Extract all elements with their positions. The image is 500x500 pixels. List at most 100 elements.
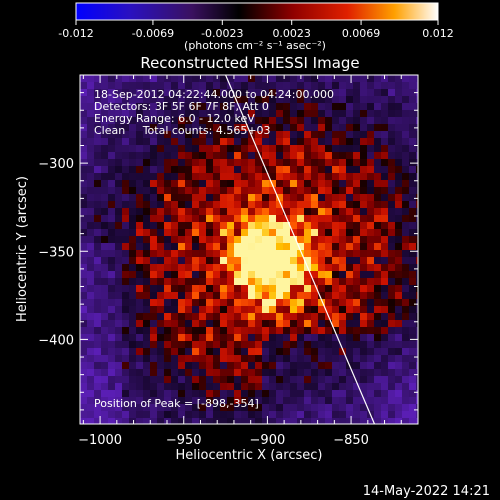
heatmap-cell <box>206 222 213 229</box>
heatmap-cell <box>87 110 94 117</box>
heatmap-cell <box>332 418 339 424</box>
heatmap-cell <box>108 96 115 103</box>
heatmap-cell <box>353 173 360 180</box>
heatmap-cell <box>311 180 318 187</box>
heatmap-cell <box>206 96 213 103</box>
heatmap-cell <box>402 152 409 159</box>
heatmap-cell <box>248 327 255 334</box>
heatmap-cell <box>157 159 164 166</box>
heatmap-cell <box>332 390 339 397</box>
heatmap-cell <box>206 341 213 348</box>
heatmap-cell <box>185 201 192 208</box>
heatmap-cell <box>269 250 276 257</box>
heatmap-cell <box>325 327 332 334</box>
heatmap-cell <box>122 124 129 131</box>
heatmap-cell <box>108 369 115 376</box>
heatmap-cell <box>227 320 234 327</box>
heatmap-cell <box>234 404 241 411</box>
heatmap-cell <box>388 96 395 103</box>
heatmap-cell <box>227 264 234 271</box>
heatmap-cell <box>346 145 353 152</box>
heatmap-cell <box>171 215 178 222</box>
heatmap-cell <box>388 320 395 327</box>
heatmap-cell <box>136 187 143 194</box>
heatmap-cell <box>129 173 136 180</box>
heatmap-cell <box>255 418 262 424</box>
heatmap-cell <box>346 341 353 348</box>
heatmap-cell <box>157 264 164 271</box>
heatmap-cell <box>325 397 332 404</box>
heatmap-cell <box>381 341 388 348</box>
heatmap-cell <box>94 418 101 424</box>
heatmap-cell <box>318 173 325 180</box>
heatmap-cell <box>171 229 178 236</box>
heatmap-cell <box>248 348 255 355</box>
heatmap-cell <box>409 201 416 208</box>
heatmap-cell <box>164 306 171 313</box>
heatmap-cell <box>325 376 332 383</box>
heatmap-cell <box>241 215 248 222</box>
heatmap-cell <box>402 75 409 82</box>
heatmap-cell <box>276 208 283 215</box>
heatmap-cell <box>346 404 353 411</box>
heatmap-cell <box>346 159 353 166</box>
heatmap-cell <box>255 369 262 376</box>
heatmap-cell <box>234 208 241 215</box>
heatmap-cell <box>318 348 325 355</box>
heatmap-cell <box>283 103 290 110</box>
heatmap-cell <box>318 96 325 103</box>
heatmap-cell <box>227 306 234 313</box>
heatmap-cell <box>381 348 388 355</box>
heatmap-cell <box>402 362 409 369</box>
heatmap-cell <box>87 376 94 383</box>
heatmap-cell <box>101 348 108 355</box>
heatmap-cell <box>388 397 395 404</box>
heatmap-cell <box>227 299 234 306</box>
heatmap-cell <box>255 306 262 313</box>
heatmap-cell <box>395 82 402 89</box>
heatmap-cell <box>290 173 297 180</box>
heatmap-cell <box>171 299 178 306</box>
heatmap-cell <box>416 278 418 285</box>
heatmap-cell <box>311 201 318 208</box>
heatmap-cell <box>80 215 87 222</box>
heatmap-cell <box>318 355 325 362</box>
heatmap-cell <box>339 124 346 131</box>
heatmap-cell <box>234 194 241 201</box>
heatmap-cell <box>269 103 276 110</box>
heatmap-cell <box>332 75 339 82</box>
heatmap-cell <box>248 117 255 124</box>
heatmap-cell <box>360 194 367 201</box>
heatmap-cell <box>136 299 143 306</box>
heatmap-cell <box>129 327 136 334</box>
heatmap-cell <box>122 320 129 327</box>
heatmap-cell <box>171 411 178 418</box>
heatmap-cell <box>115 341 122 348</box>
heatmap-cell <box>192 194 199 201</box>
heatmap-cell <box>115 236 122 243</box>
heatmap-cell <box>311 299 318 306</box>
heatmap-cell <box>311 222 318 229</box>
heatmap-cell <box>318 82 325 89</box>
heatmap-cell <box>213 173 220 180</box>
heatmap-cell <box>164 96 171 103</box>
heatmap-cell <box>157 397 164 404</box>
heatmap-cell <box>402 187 409 194</box>
heatmap-cell <box>339 334 346 341</box>
heatmap-cell <box>367 264 374 271</box>
heatmap-cell <box>339 145 346 152</box>
heatmap-cell <box>227 194 234 201</box>
heatmap-cell <box>213 159 220 166</box>
heatmap-cell <box>213 292 220 299</box>
heatmap-cell <box>381 327 388 334</box>
heatmap-cell <box>416 341 418 348</box>
heatmap-cell <box>409 110 416 117</box>
heatmap-cell <box>227 222 234 229</box>
heatmap-cell <box>381 215 388 222</box>
heatmap-cell <box>199 418 206 424</box>
heatmap-cell <box>409 355 416 362</box>
heatmap-cell <box>325 264 332 271</box>
heatmap-cell <box>269 201 276 208</box>
heatmap-cell <box>311 117 318 124</box>
heatmap-cell <box>143 89 150 96</box>
